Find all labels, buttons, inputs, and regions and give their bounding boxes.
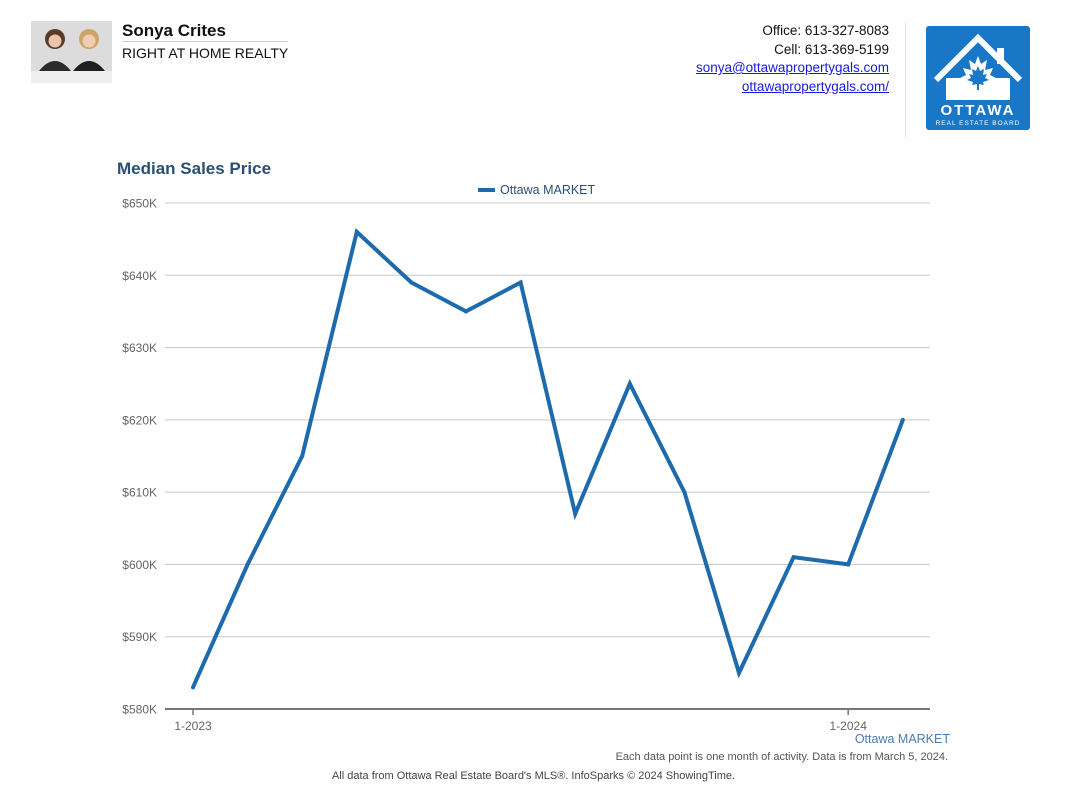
agent-photo — [31, 21, 112, 83]
source-attribution: All data from Ottawa Real Estate Board's… — [331, 770, 736, 782]
y-tick-label: $640K — [122, 269, 157, 283]
data-point — [191, 685, 195, 690]
header-divider — [905, 22, 906, 138]
data-point — [737, 670, 741, 675]
agent-divider — [122, 41, 288, 42]
office-phone: Office: 613-327-8083 — [762, 23, 889, 38]
agent-company: RIGHT AT HOME REALTY — [122, 45, 289, 61]
data-point — [409, 280, 414, 285]
data-point — [682, 490, 687, 495]
y-tick-label: $600K — [122, 558, 157, 572]
chart-legend: Ottawa MARKET — [478, 182, 595, 198]
data-point — [573, 511, 578, 516]
y-tick-label: $580K — [122, 703, 157, 717]
data-point — [354, 229, 359, 234]
legend-swatch — [478, 188, 495, 192]
series-line-ottawa-market — [191, 228, 905, 689]
data-point — [518, 280, 523, 285]
website-link[interactable]: ottawapropertygals.com/ — [741, 78, 889, 94]
data-point — [300, 454, 305, 458]
data-point — [627, 381, 632, 386]
data-point — [900, 417, 905, 422]
data-footnote: Each data point is one month of activity… — [615, 751, 948, 763]
y-tick-label: $620K — [122, 413, 157, 427]
y-tick-label: $610K — [122, 486, 157, 500]
chart-title: Median Sales Price — [117, 159, 272, 178]
board-logo-wordmark: OTTAWA — [940, 102, 1015, 119]
cell-phone: Cell: 613-369-5199 — [774, 41, 889, 57]
contact-block: Office: 613-327-8083 Cell: 613-369-5199 … — [696, 22, 889, 96]
y-tick-label: $630K — [122, 341, 157, 355]
x-tick-label: 1-2023 — [174, 719, 212, 733]
x-tick-label: 1-2024 — [830, 719, 868, 733]
ottawa-real-estate-board-logo: OTTAWA REAL ESTATE BOARD — [926, 26, 1030, 130]
y-tick-label: $590K — [122, 630, 157, 644]
board-logo-subtext: REAL ESTATE BOARD — [936, 120, 1021, 127]
data-point — [846, 562, 851, 567]
data-point — [464, 309, 468, 314]
data-point — [245, 562, 250, 567]
data-point — [791, 555, 796, 560]
legend-label: Ottawa MARKET — [500, 183, 596, 197]
agent-name: Sonya Crites — [122, 21, 226, 40]
email-link[interactable]: sonya@ottawapropertygals.com — [695, 60, 889, 75]
y-tick-label: $650K — [122, 197, 157, 211]
series-caption: Ottawa MARKET — [854, 732, 950, 746]
